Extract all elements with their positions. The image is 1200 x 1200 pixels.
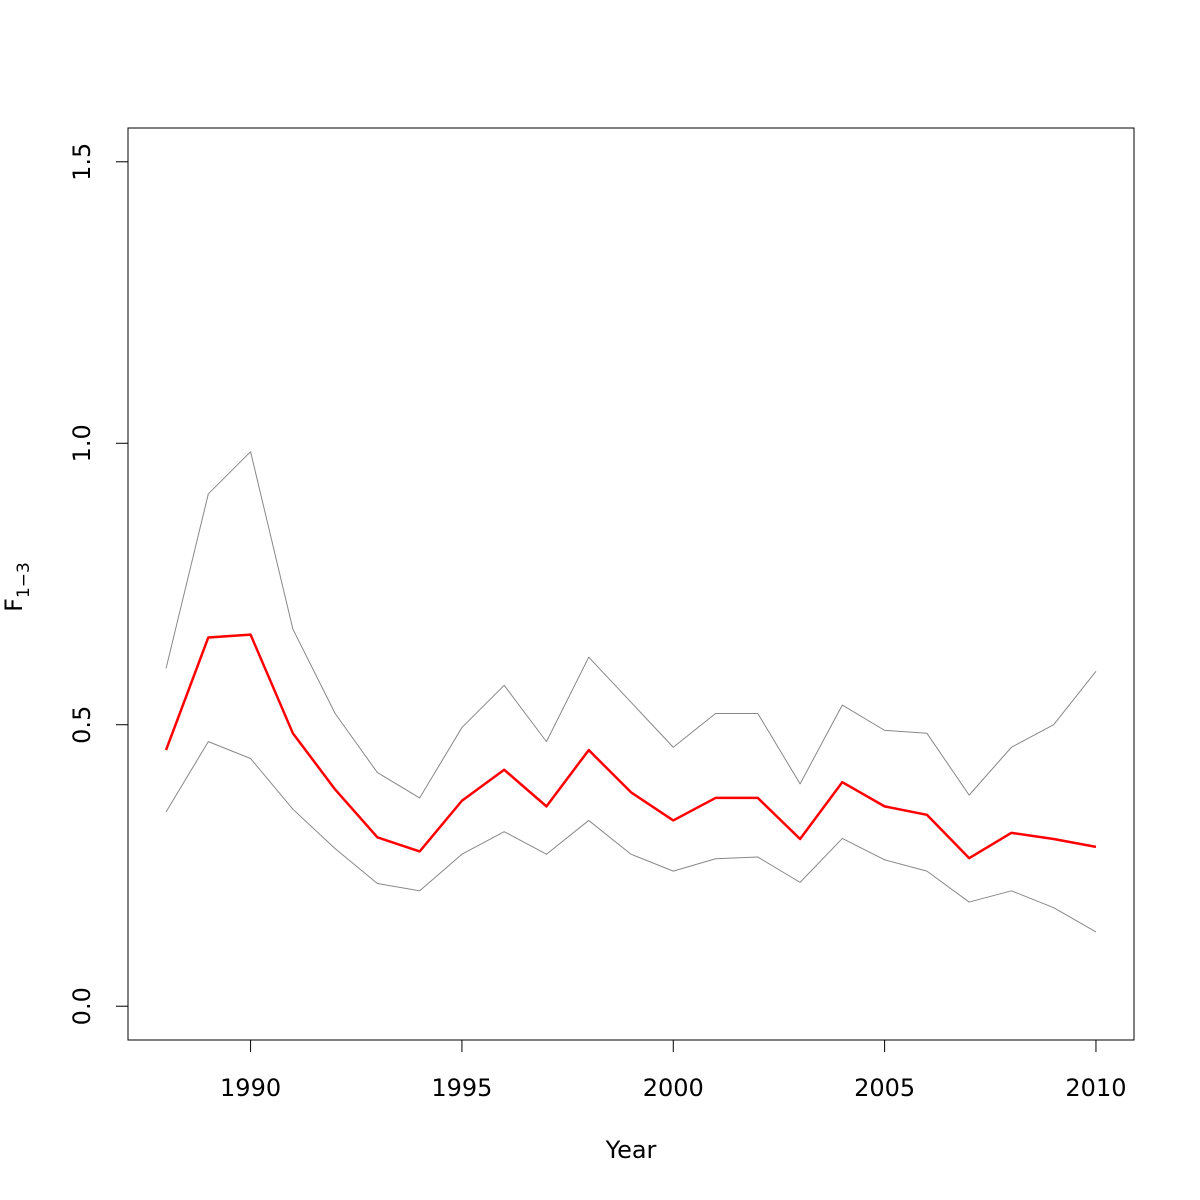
series-line-estimate — [164, 633, 1097, 860]
y-axis-title-main: F — [0, 598, 28, 612]
y-tick-label: 1.5 — [68, 143, 96, 181]
series-line-upper-bound — [165, 451, 1097, 799]
x-tick-label: 2010 — [1065, 1074, 1126, 1102]
series-layer — [164, 451, 1097, 933]
x-axis: 1990 1995 2000 2005 2010 — [220, 1039, 1126, 1102]
y-axis-title: F1−3 — [0, 562, 34, 612]
x-tick-label: 2005 — [854, 1074, 915, 1102]
y-axis-title-subscript: 1−3 — [14, 562, 34, 598]
x-tick-label: 2000 — [643, 1074, 704, 1102]
y-tick-label: 0.5 — [68, 706, 96, 744]
y-axis: 0.0 0.5 1.0 1.5 — [68, 143, 129, 1025]
x-tick-label: 1990 — [220, 1074, 281, 1102]
y-tick-label: 0.0 — [68, 987, 96, 1025]
y-tick-label: 1.0 — [68, 424, 96, 462]
x-tick-label: 1995 — [431, 1074, 492, 1102]
plot-frame — [127, 127, 1135, 1041]
x-axis-title: Year — [605, 1136, 657, 1164]
series-line-lower-bound — [165, 741, 1097, 933]
